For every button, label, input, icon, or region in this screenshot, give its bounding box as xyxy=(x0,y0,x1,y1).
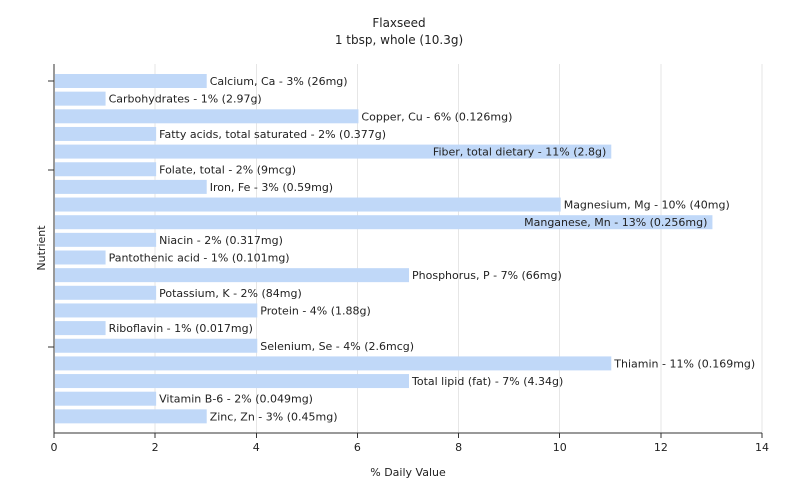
bar-label: Fatty acids, total saturated - 2% (0.377… xyxy=(159,128,386,141)
x-tick-label: 2 xyxy=(152,441,159,454)
x-axis-label: % Daily Value xyxy=(370,466,446,479)
bar xyxy=(55,374,409,389)
x-tick-label: 0 xyxy=(51,441,58,454)
bar xyxy=(55,338,258,353)
bar xyxy=(55,232,157,247)
bar-label: Magnesium, Mg - 10% (40mg) xyxy=(564,199,730,212)
bar-label: Manganese, Mn - 13% (0.256mg) xyxy=(524,216,707,229)
bar xyxy=(55,126,157,141)
bar-labels: Calcium, Ca - 3% (26mg) Carbohydrates - 1… xyxy=(109,75,756,423)
bar xyxy=(55,268,409,283)
bar xyxy=(55,321,106,336)
bar xyxy=(55,109,359,124)
x-tick-label: 4 xyxy=(253,441,260,454)
bar-label: Pantothenic acid - 1% (0.101mg) xyxy=(109,252,290,265)
bar-label: Total lipid (fat) - 7% (4.34g) xyxy=(411,375,563,388)
bar xyxy=(55,285,157,300)
chart-title: Flaxseed xyxy=(372,16,425,30)
y-axis-label: Nutrient xyxy=(35,225,48,271)
bar-label: Thiamin - 11% (0.169mg) xyxy=(613,357,755,370)
gridlines xyxy=(154,64,763,433)
bar xyxy=(55,303,258,318)
bar xyxy=(55,162,157,177)
axes xyxy=(48,64,762,434)
bar-label: Protein - 4% (1.88g) xyxy=(260,304,371,317)
bar-label: Fiber, total dietary - 11% (2.8g) xyxy=(433,146,606,159)
bar-label: Selenium, Se - 4% (2.6mcg) xyxy=(260,340,414,353)
x-tick-label: 8 xyxy=(455,441,462,454)
bar-label: Folate, total - 2% (9mcg) xyxy=(159,163,296,176)
bar-label: Riboflavin - 1% (0.017mg) xyxy=(109,322,253,335)
bar xyxy=(55,250,106,265)
bar xyxy=(55,215,713,230)
x-tick-label: 12 xyxy=(654,441,668,454)
bar-label: Calcium, Ca - 3% (26mg) xyxy=(210,75,348,88)
bar-label: Carbohydrates - 1% (2.97g) xyxy=(109,93,262,106)
bar-label: Niacin - 2% (0.317mg) xyxy=(159,234,283,247)
bar xyxy=(55,356,612,371)
bar-label: Zinc, Zn - 3% (0.45mg) xyxy=(210,410,338,423)
bar-label: Copper, Cu - 6% (0.126mg) xyxy=(361,110,512,123)
x-tick-labels: 0 2 4 6 8 10 12 14 xyxy=(51,433,769,454)
bar-label: Iron, Fe - 3% (0.59mg) xyxy=(210,181,333,194)
bar xyxy=(55,144,612,159)
bar-label: Phosphorus, P - 7% (66mg) xyxy=(412,269,562,282)
x-tick-label: 6 xyxy=(354,441,361,454)
x-tick-label: 10 xyxy=(553,441,567,454)
bar xyxy=(55,409,207,424)
bar xyxy=(55,179,207,194)
x-tick-label: 14 xyxy=(755,441,769,454)
bar xyxy=(55,91,106,106)
bar-label: Potassium, K - 2% (84mg) xyxy=(159,287,302,300)
bar xyxy=(55,197,561,212)
bar-label: Vitamin B-6 - 2% (0.049mg) xyxy=(159,393,313,406)
chart-subtitle: 1 tbsp, whole (10.3g) xyxy=(335,33,463,47)
bar xyxy=(55,74,207,88)
bar xyxy=(55,391,157,406)
bars xyxy=(55,74,713,424)
